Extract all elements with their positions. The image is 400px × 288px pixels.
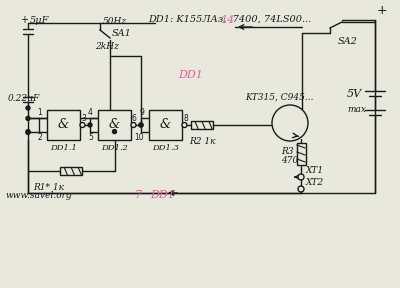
Bar bbox=[47, 110, 80, 140]
Circle shape bbox=[26, 116, 30, 120]
Circle shape bbox=[298, 174, 304, 180]
Circle shape bbox=[112, 130, 116, 134]
Text: 10: 10 bbox=[134, 132, 144, 142]
Text: DD1: DD1 bbox=[150, 190, 175, 200]
Bar bbox=[98, 110, 131, 140]
Text: www.savel.org: www.savel.org bbox=[5, 191, 72, 200]
Text: 5μF: 5μF bbox=[30, 16, 49, 25]
Text: 8: 8 bbox=[183, 114, 188, 123]
Text: R2 1к: R2 1к bbox=[189, 137, 216, 146]
Text: &: & bbox=[58, 118, 69, 132]
Circle shape bbox=[298, 186, 304, 192]
Text: KT315, C945...: KT315, C945... bbox=[245, 93, 314, 102]
Text: 5: 5 bbox=[88, 132, 93, 142]
Circle shape bbox=[131, 122, 136, 128]
Circle shape bbox=[182, 122, 187, 128]
Text: 5V: 5V bbox=[347, 89, 362, 99]
Text: DD1.2: DD1.2 bbox=[101, 144, 128, 152]
Text: 3: 3 bbox=[81, 114, 86, 123]
Text: 0.22μF: 0.22μF bbox=[8, 94, 40, 103]
Text: R1* 1к: R1* 1к bbox=[33, 183, 64, 192]
Text: XT1: XT1 bbox=[306, 166, 324, 175]
Text: 1: 1 bbox=[37, 108, 42, 118]
Text: R3: R3 bbox=[281, 147, 294, 156]
Text: DD1: DD1 bbox=[178, 70, 203, 80]
Text: 2: 2 bbox=[37, 132, 42, 142]
Circle shape bbox=[80, 122, 85, 128]
Text: &: & bbox=[109, 118, 120, 132]
Circle shape bbox=[139, 123, 143, 127]
Text: SA2: SA2 bbox=[338, 37, 358, 46]
Text: 7: 7 bbox=[135, 190, 142, 200]
Bar bbox=[191, 121, 213, 129]
Text: 50Hz: 50Hz bbox=[103, 17, 127, 26]
Circle shape bbox=[26, 130, 30, 134]
Text: 6: 6 bbox=[132, 114, 137, 123]
Bar bbox=[149, 110, 182, 140]
Text: DD1: K155ЛАз,  7400, 74LS00...: DD1: K155ЛАз, 7400, 74LS00... bbox=[148, 15, 311, 24]
Text: 4: 4 bbox=[88, 108, 93, 118]
Circle shape bbox=[26, 106, 30, 110]
Text: +: + bbox=[20, 15, 28, 25]
Text: XT2: XT2 bbox=[306, 178, 324, 187]
Bar bbox=[60, 167, 82, 175]
Text: 9: 9 bbox=[139, 108, 144, 118]
Bar bbox=[296, 143, 306, 165]
Text: 470: 470 bbox=[281, 156, 298, 165]
Circle shape bbox=[26, 130, 30, 134]
Text: SA1: SA1 bbox=[112, 29, 132, 39]
Text: 2kHz: 2kHz bbox=[95, 42, 119, 51]
Circle shape bbox=[139, 123, 143, 127]
Circle shape bbox=[88, 123, 92, 127]
Text: max: max bbox=[347, 105, 366, 114]
Text: DD1.1: DD1.1 bbox=[50, 144, 77, 152]
Text: 14: 14 bbox=[220, 15, 234, 25]
Text: DD1.3: DD1.3 bbox=[152, 144, 179, 152]
Text: &: & bbox=[160, 118, 171, 132]
Text: +: + bbox=[377, 4, 388, 17]
Circle shape bbox=[272, 105, 308, 141]
